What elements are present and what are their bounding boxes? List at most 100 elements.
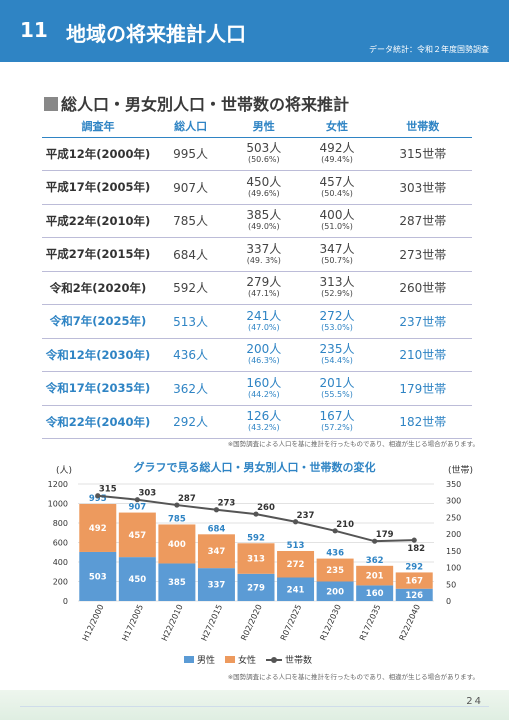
section-header: 11 地域の将来推計人口 データ統計：令和２年度国勢調査 — [0, 0, 509, 62]
chart-legend: 男性 女性 世帯数 — [184, 653, 312, 666]
y-tick-label: 600 — [53, 539, 68, 548]
bar-female — [197, 534, 235, 569]
footer-background — [0, 690, 509, 720]
data-label-male: 126 — [405, 591, 423, 601]
cell-total: 995人 — [154, 137, 228, 171]
data-label-male: 160 — [366, 589, 384, 599]
data-label-female: 201 — [366, 572, 384, 582]
col-male: 男性 — [227, 115, 301, 138]
households-point — [134, 497, 140, 503]
x-tick-label: R22/2040 — [397, 603, 422, 642]
y2-tick-label: 250 — [446, 513, 461, 522]
data-label-female: 313 — [247, 555, 265, 565]
y-tick-label: 800 — [53, 519, 68, 528]
x-tick-label: R12/2030 — [318, 603, 343, 642]
data-label-male: 279 — [247, 583, 265, 593]
population-chart: 0 200 400 600 800 1000 1200 0 50 100 150 200 250 300 3… — [48, 480, 462, 642]
households-point — [372, 538, 378, 544]
legend-label-male: 男性 — [197, 656, 216, 666]
cell-year: 平成22年(2010年) — [42, 204, 154, 238]
male-count: 279人 — [246, 275, 282, 290]
bar-male — [118, 557, 156, 601]
x-tick-label: H27/2015 — [200, 603, 225, 642]
data-label-male: 200 — [326, 587, 344, 597]
data-label-households: 182 — [407, 544, 425, 554]
cell-households: 210世帯 — [373, 338, 472, 372]
data-label-total: 513 — [287, 541, 305, 551]
data-label-total: 907 — [128, 503, 146, 513]
cell-male: 241人 (47.0%) — [227, 304, 301, 339]
cell-female: 201人 (55.5%) — [300, 371, 374, 406]
table-row: 平成17年(2005年) 907人 450人 (49.6%) 457人 (50.4%) 30… — [42, 170, 472, 205]
data-label-female: 272 — [287, 560, 305, 570]
cell-male: 337人 (49. 3%) — [227, 237, 301, 272]
male-count: 450人 — [246, 174, 282, 189]
cell-households: 287世帯 — [373, 204, 472, 238]
legend-line-households — [266, 656, 283, 663]
y2-tick-label: 100 — [446, 564, 461, 573]
cell-female: 272人 (53.0%) — [300, 304, 374, 339]
table-title-text: 総人口・男女別人口・世帯数の将来推計 — [61, 95, 350, 114]
bar-male — [277, 577, 315, 601]
data-label-female: 492 — [89, 524, 107, 534]
female-count: 492人 — [319, 141, 355, 156]
female-percent: (49.4%) — [321, 155, 353, 165]
data-label-households: 303 — [138, 489, 156, 499]
bar-male — [395, 588, 433, 601]
data-label-households: 237 — [297, 511, 315, 521]
data-label-female: 400 — [168, 540, 186, 550]
female-percent: (51.0%) — [321, 222, 353, 232]
table-row: 令和2年(2020年) 592人 279人 (47.1%) 313人 (52.9%) 260… — [42, 271, 472, 305]
legend-item-male: 男性 — [184, 653, 215, 666]
y-tick-label: 1200 — [48, 480, 68, 489]
bar-male — [237, 573, 275, 601]
bar-male — [197, 568, 235, 601]
male-count: 200人 — [246, 342, 282, 357]
cell-households: 237世帯 — [373, 304, 472, 339]
bar-female — [277, 550, 315, 578]
cell-female: 492人 (49.4%) — [300, 137, 374, 171]
female-percent: (53.0%) — [321, 322, 353, 332]
data-label-total: 436 — [326, 549, 344, 559]
cell-year: 令和22年(2040年) — [42, 405, 154, 439]
table-row: 平成22年(2010年) 785人 385人 (49.0%) 400人 (51.0%) 28… — [42, 204, 472, 238]
cell-male: 160人 (44.2%) — [227, 371, 301, 406]
data-label-total: 785 — [168, 514, 186, 524]
cell-year: 平成27年(2015年) — [42, 237, 154, 272]
y-tick-label: 0 — [63, 597, 68, 606]
female-count: 347人 — [319, 241, 355, 256]
table-header-row: 調査年 総人口 男性 女性 世帯数 — [42, 115, 472, 138]
cell-year: 令和2年(2020年) — [42, 271, 154, 305]
chart-title: グラフで見る総人口・男女別人口・世帯数の変化 — [133, 461, 376, 474]
data-label-households: 260 — [257, 503, 275, 513]
legend-item-female: 女性 — [225, 653, 256, 666]
chart-note: ※国勢調査による人口を基に推計を行ったものであり、相違が生じる場合があります。 — [227, 673, 479, 681]
col-total: 総人口 — [154, 115, 228, 138]
col-households: 世帯数 — [373, 115, 472, 138]
y2-axis-label: (世帯) — [448, 466, 474, 476]
male-percent: (49. 3%) — [246, 255, 281, 265]
male-count: 241人 — [246, 308, 282, 323]
cell-total: 362人 — [154, 371, 228, 406]
table-row: 令和17年(2035年) 362人 160人 (44.2%) 201人 (55.5%) 17… — [42, 371, 472, 406]
cell-total: 292人 — [154, 405, 228, 439]
data-label-households: 287 — [178, 494, 196, 504]
data-label-female: 347 — [208, 547, 226, 557]
female-count: 457人 — [319, 174, 355, 189]
data-label-total: 362 — [366, 556, 384, 566]
data-label-total: 995 — [89, 494, 107, 504]
legend-swatch-male — [184, 656, 194, 663]
bar-female — [158, 524, 196, 564]
cell-year: 平成12年(2000年) — [42, 137, 154, 171]
data-label-total: 684 — [208, 524, 226, 534]
male-percent: (50.6%) — [247, 155, 280, 165]
cell-male: 200人 (46.3%) — [227, 338, 301, 372]
data-label-total: 592 — [247, 533, 265, 543]
table-row: 平成27年(2015年) 684人 337人 (49. 3%) 347人 (50.7%) 2… — [42, 237, 472, 272]
table-row: 平成12年(2000年) 995人 503人 (50.6%) 492人 (49.4%) 31… — [42, 137, 472, 171]
female-percent: (54.4%) — [321, 356, 353, 366]
female-percent: (50.4%) — [321, 188, 353, 198]
female-percent: (50.7%) — [321, 255, 353, 265]
cell-total: 785人 — [154, 204, 228, 238]
cell-female: 313人 (52.9%) — [300, 271, 374, 305]
